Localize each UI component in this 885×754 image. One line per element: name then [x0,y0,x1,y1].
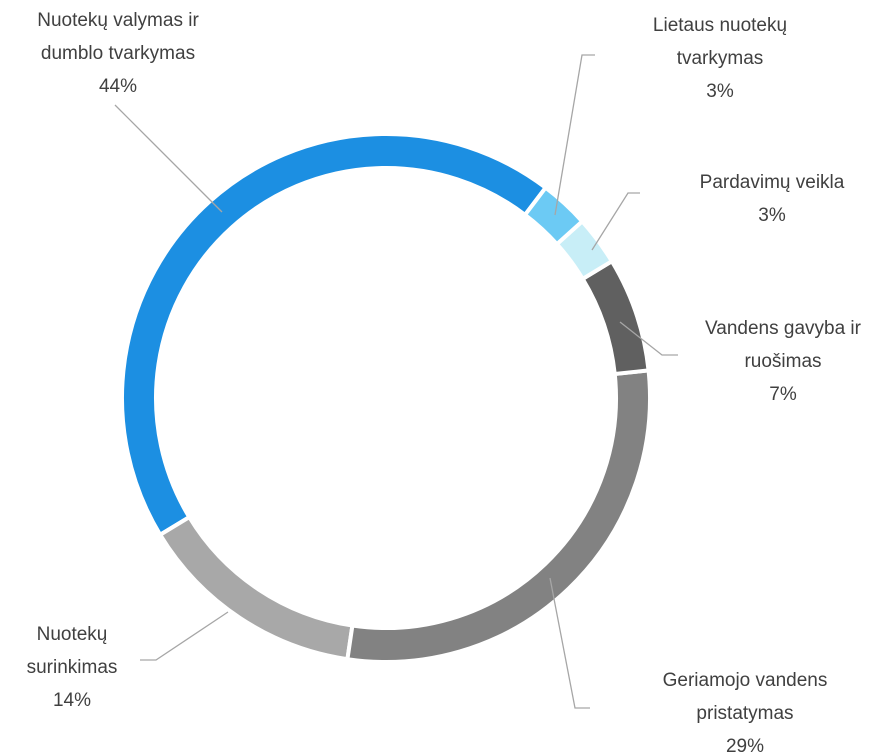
data-label: Nuotekų valymas ir dumblo tvarkymas 44% [8,4,228,103]
data-label: Geriamojo vandens pristatymas 29% [635,664,855,754]
category-label: Vandens gavyba ir ruošimas [705,318,861,372]
data-label: Pardavimų veikla 3% [657,166,885,232]
leader-line [549,577,590,709]
value-label: 3% [706,81,734,102]
category-label: Nuotekų valymas ir dumblo tvarkymas [37,10,199,64]
leader-line [591,192,640,251]
data-label: Lietaus nuotekų tvarkymas 3% [635,9,805,108]
donut-slice [120,132,549,538]
donut-slice [579,258,651,377]
leader-lines [114,54,678,709]
leader-line [140,611,229,661]
value-label: 14% [52,690,92,711]
category-label: Nuotekų surinkimas [26,624,118,678]
leader-line [114,104,223,213]
donut-slice [345,368,652,664]
donut-slice [157,514,355,662]
data-label: Nuotekų surinkimas 14% [12,618,132,717]
data-label: Vandens gavyba ir ruošimas 7% [683,312,883,411]
category-label: Pardavimų veikla [699,172,845,193]
category-label: Lietaus nuotekų tvarkymas [652,15,788,69]
value-label: 3% [758,205,786,226]
leader-line [619,321,678,356]
value-label: 7% [769,384,797,405]
leader-line [554,54,595,216]
category-label: Geriamojo vandens pristatymas [662,670,828,724]
value-label: 29% [725,736,765,754]
donut-slice [554,218,615,282]
value-label: 44% [98,76,138,97]
